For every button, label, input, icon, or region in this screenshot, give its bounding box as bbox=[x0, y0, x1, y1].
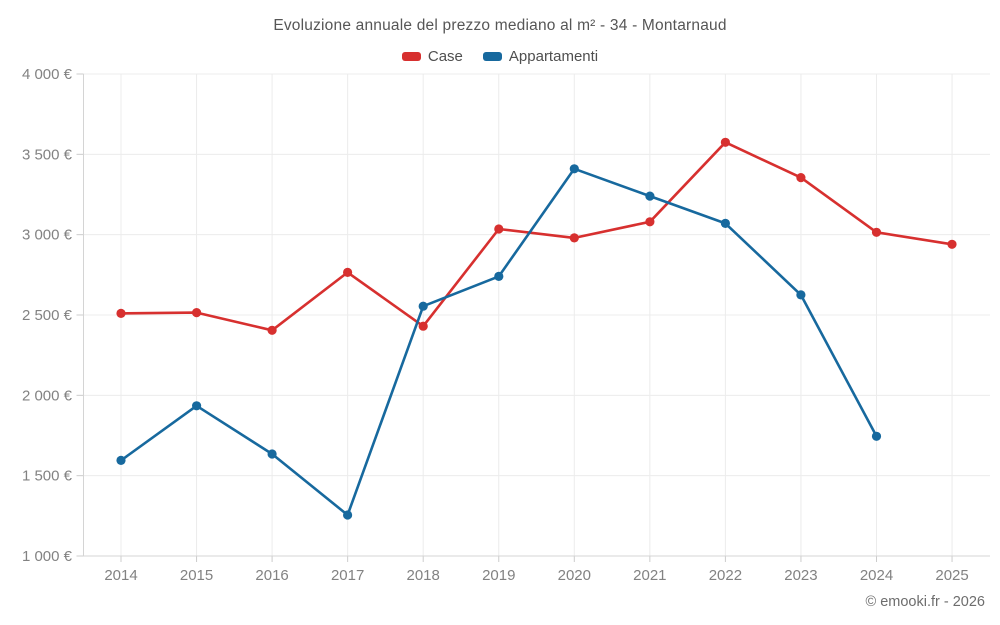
x-axis-label: 2014 bbox=[104, 567, 137, 584]
legend-swatch-icon bbox=[401, 52, 421, 61]
point-appartamenti-2022 bbox=[720, 218, 731, 228]
point-appartamenti-2014 bbox=[116, 455, 126, 465]
legend: Case Appartamenti bbox=[0, 48, 1000, 65]
point-case-2016 bbox=[267, 325, 277, 335]
y-axis-label: 1 500 € bbox=[22, 468, 73, 485]
series-case-line bbox=[119, 141, 954, 332]
point-case-2025 bbox=[947, 239, 957, 249]
point-case-2019 bbox=[494, 224, 504, 234]
point-case-2024 bbox=[871, 227, 882, 237]
x-axis-label: 2021 bbox=[633, 567, 666, 584]
legend-swatch-icon bbox=[482, 52, 502, 61]
point-case-2018 bbox=[418, 321, 428, 331]
x-axis-label: 2016 bbox=[255, 567, 288, 584]
y-axis-label: 1 000 € bbox=[22, 548, 73, 565]
point-appartamenti-2021 bbox=[645, 191, 655, 201]
point-case-2023 bbox=[796, 173, 806, 183]
legend-label: Case bbox=[427, 48, 463, 65]
y-axis-label: 2 500 € bbox=[22, 307, 73, 324]
legend-item-appartamenti[interactable]: Appartamenti bbox=[482, 48, 599, 65]
legend-label: Appartamenti bbox=[508, 48, 599, 65]
point-case-2014 bbox=[116, 308, 126, 318]
legend-item-case[interactable]: Case bbox=[401, 48, 463, 65]
x-axis-label: 2023 bbox=[784, 567, 817, 584]
chart-title: Evoluzione annuale del prezzo mediano al… bbox=[273, 17, 727, 34]
point-appartamenti-2024 bbox=[871, 431, 882, 441]
point-appartamenti-2019 bbox=[494, 271, 504, 281]
x-axis-label: 2020 bbox=[558, 567, 591, 584]
point-appartamenti-2020 bbox=[569, 164, 579, 174]
y-axis-label: 3 500 € bbox=[22, 146, 73, 163]
point-case-2017 bbox=[343, 267, 353, 277]
x-axis-label: 2024 bbox=[860, 567, 893, 584]
watermark: © emooki.fr - 2026 bbox=[865, 594, 985, 610]
y-axis-label: 3 000 € bbox=[22, 227, 73, 244]
y-axis-label: 2 000 € bbox=[22, 387, 73, 404]
x-axis-label: 2017 bbox=[331, 567, 364, 584]
point-case-2020 bbox=[569, 233, 579, 243]
point-case-2015 bbox=[192, 308, 202, 318]
x-axis-label: 2018 bbox=[407, 567, 440, 584]
x-axis-label: 2015 bbox=[180, 567, 213, 584]
point-appartamenti-2016 bbox=[267, 449, 277, 459]
point-appartamenti-2018 bbox=[418, 301, 428, 311]
point-appartamenti-2017 bbox=[343, 510, 353, 520]
x-axis-label: 2019 bbox=[482, 567, 515, 584]
point-appartamenti-2023 bbox=[796, 290, 806, 300]
x-axis-label: 2025 bbox=[935, 567, 968, 584]
point-case-2022 bbox=[720, 137, 731, 147]
y-axis-label: 4 000 € bbox=[22, 66, 73, 83]
point-appartamenti-2015 bbox=[192, 401, 202, 411]
x-axis-label: 2022 bbox=[709, 567, 742, 584]
point-case-2021 bbox=[645, 217, 655, 227]
